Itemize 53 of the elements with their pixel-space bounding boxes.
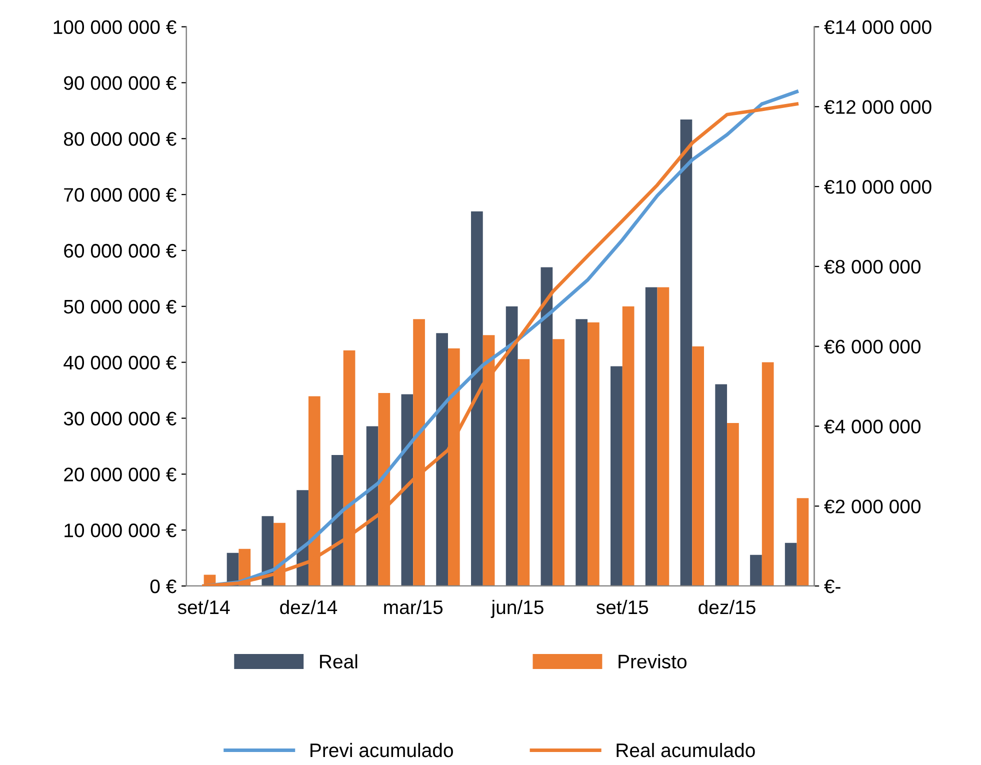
y2-tick-label: €- [824,579,840,594]
y2-tick-label: €6 000 000 [824,340,921,354]
legend-label: Real acumulado [616,742,755,758]
x-tick-label: set/14 [178,600,230,614]
y-tick-label: 50 000 000 € [64,300,176,314]
bar [645,287,658,586]
y-tick-label: 100 000 000 € [54,20,176,34]
y-tick-label: 90 000 000 € [64,76,176,90]
bar [366,426,378,586]
bar [762,362,774,586]
y-tick-label: 40 000 000 € [64,356,176,370]
x-tick-label: mar/15 [384,600,443,614]
y2-tick-label: €4 000 000 [824,420,921,434]
bar [750,554,762,586]
y-tick-label: 60 000 000 € [64,244,176,258]
y-tick-label: 70 000 000 € [64,188,176,202]
bar [657,287,670,586]
bar [680,119,692,586]
bar [471,211,483,586]
bar [796,498,809,586]
bar [401,394,414,586]
y2-tick-label: €14 000 000 [824,20,932,34]
y2-tick-label: €12 000 000 [824,100,932,114]
x-tick-label: jun/15 [490,600,544,618]
y-tick-label: 0 € [150,579,176,594]
bar [552,339,564,586]
bar [576,319,588,586]
y2-tick-label: €8 000 000 [824,260,921,274]
bar [540,267,553,586]
bar [715,384,728,586]
y-tick-label: 10 000 000 € [64,524,176,538]
legend-label: Real [320,654,358,668]
bar [610,366,622,586]
x-tick-label: set/15 [596,600,648,614]
bar [331,454,344,586]
y-tick-label: 30 000 000 € [64,412,176,426]
bar [506,306,518,586]
bar [296,490,308,586]
y-tick-label: 80 000 000 € [64,132,176,146]
bar [588,322,600,586]
bar [692,346,704,586]
bar [622,306,634,586]
y2-tick-label: €10 000 000 [824,180,932,194]
x-tick-label: dez/15 [698,600,756,614]
x-tick-label: dez/14 [280,600,338,614]
y2-tick-label: €2 000 000 [824,500,921,514]
legend-label: Previsto [618,654,686,668]
bar [436,333,448,586]
bar [518,359,530,586]
bar [727,423,739,586]
y-tick-label: 20 000 000 € [64,468,176,482]
legend-label: Previ acumulado [310,742,453,758]
bar [784,542,797,586]
